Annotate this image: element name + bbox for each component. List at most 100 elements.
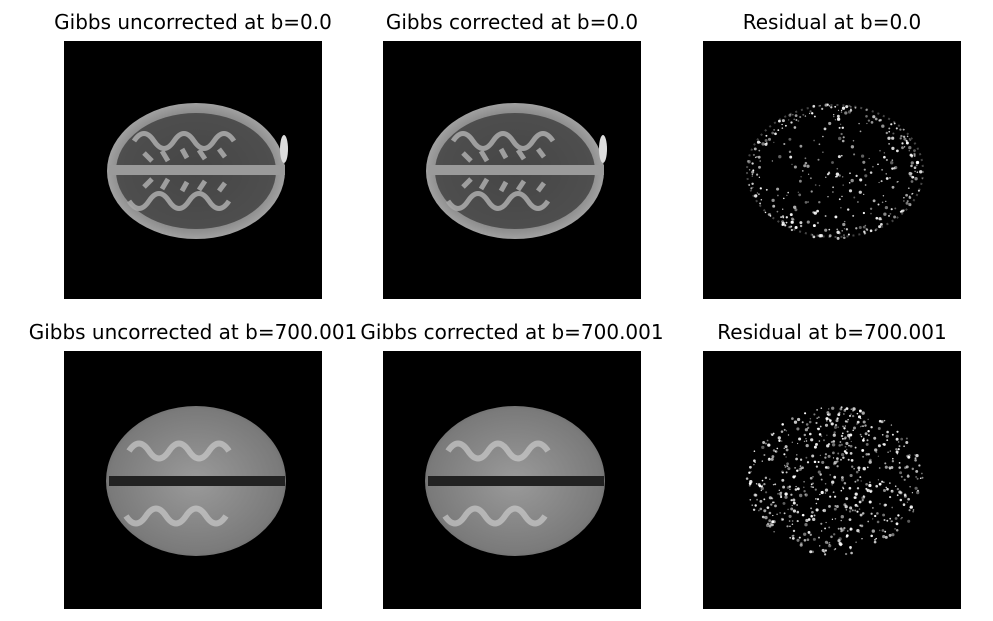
residual-speckle — [907, 187, 910, 190]
residual-speckle — [824, 527, 827, 530]
residual-speckle — [828, 505, 831, 508]
residual-speckle — [751, 173, 754, 176]
residual-speckle — [750, 471, 752, 473]
residual-speckle — [758, 165, 761, 169]
residual-speckle — [810, 190, 813, 193]
residual-speckle — [836, 457, 839, 460]
residual-speckle — [843, 427, 846, 430]
residual-speckle — [749, 498, 752, 501]
residual-speckle — [778, 492, 782, 496]
residual-speckle — [801, 513, 805, 517]
residual-speckle — [812, 224, 816, 228]
residual-speckle — [908, 146, 912, 150]
residual-speckle — [791, 441, 793, 443]
residual-speckle — [813, 139, 815, 142]
residual-speckle — [786, 465, 789, 468]
residual-speckle — [847, 418, 849, 421]
residual-speckle — [788, 113, 792, 117]
residual-speckle — [858, 500, 862, 504]
residual-speckle — [860, 425, 863, 427]
residual-speckle — [878, 419, 882, 423]
residual-speckle — [861, 512, 865, 515]
residual-speckle — [807, 426, 810, 429]
residual-speckle — [910, 164, 913, 168]
residual-speckle — [908, 195, 911, 198]
residual-speckle — [845, 497, 849, 501]
residual-speckle — [872, 165, 874, 168]
residual-speckle — [793, 205, 797, 209]
residual-speckle — [843, 220, 846, 223]
residual-speckle — [787, 191, 789, 194]
residual-speckle — [784, 445, 788, 449]
residual-speckle — [884, 535, 888, 539]
residual-speckle — [862, 420, 866, 424]
residual-speckle — [771, 160, 774, 162]
residual-speckle — [819, 545, 821, 547]
residual-speckle — [771, 501, 774, 504]
residual-speckle — [761, 445, 765, 450]
panel-title-residual-b700: Residual at b=700.001 — [717, 320, 947, 344]
residual-speckle — [894, 207, 897, 210]
residual-speckle — [809, 432, 812, 436]
residual-speckle — [828, 228, 831, 231]
residual-speckle — [781, 221, 785, 226]
residual-speckle — [772, 449, 776, 452]
residual-speckle — [761, 460, 763, 462]
residual-speckle — [856, 510, 859, 513]
residual-speckle — [905, 193, 908, 197]
residual-speckle — [889, 450, 891, 452]
residual-speckle — [776, 194, 779, 197]
residual-speckle — [921, 178, 924, 180]
residual-speckle — [821, 107, 824, 110]
residual-speckle — [828, 418, 830, 420]
residual-speckle — [816, 427, 819, 430]
residual-speckle — [807, 201, 810, 203]
residual-speckle — [829, 474, 832, 476]
residual-speckle — [839, 441, 842, 443]
residual-speckle — [848, 518, 852, 521]
residual-speckle — [841, 126, 844, 129]
residual-speckle — [837, 539, 841, 543]
residual-speckle — [831, 518, 834, 520]
residual-speckle — [849, 506, 853, 510]
residual-speckle — [785, 124, 787, 127]
residual-speckle — [916, 490, 920, 495]
residual-speckle — [768, 511, 772, 515]
residual-speckle — [818, 536, 820, 539]
residual-speckle — [790, 220, 794, 224]
residual-speckle — [840, 406, 843, 409]
residual-speckle — [863, 168, 866, 171]
residual-speckle — [864, 224, 867, 227]
residual-speckle — [912, 509, 915, 511]
residual-speckle — [858, 122, 860, 125]
residual-speckle — [874, 448, 878, 452]
residual-speckle — [782, 208, 784, 210]
residual-speckle — [788, 514, 792, 518]
residual-speckle — [767, 443, 771, 447]
residual-speckle — [841, 432, 844, 435]
residual-speckle — [758, 176, 761, 178]
residual-speckle — [755, 483, 758, 485]
residual-speckle — [900, 134, 903, 138]
residual-speckle — [788, 485, 792, 488]
residual-speckle — [834, 518, 837, 520]
residual-speckle — [842, 222, 846, 227]
residual-speckle — [791, 163, 793, 166]
residual-speckle — [805, 423, 809, 426]
residual-speckle — [915, 160, 920, 165]
residual-speckle — [853, 196, 856, 199]
residual-speckle — [915, 469, 919, 473]
residual-speckle — [852, 407, 856, 411]
residual-speckle — [806, 164, 810, 168]
residual-speckle — [833, 507, 837, 511]
residual-speckle — [838, 198, 841, 201]
residual-speckle — [804, 493, 807, 496]
residual-speckle — [832, 491, 835, 494]
panel-title-corrected-b0: Gibbs corrected at b=0.0 — [385, 10, 639, 34]
residual-speckle — [761, 515, 765, 519]
residual-speckle — [899, 210, 902, 213]
residual-speckle — [862, 455, 865, 458]
residual-speckle — [854, 496, 858, 499]
residual-speckle — [815, 465, 819, 468]
residual-speckle — [826, 434, 828, 436]
